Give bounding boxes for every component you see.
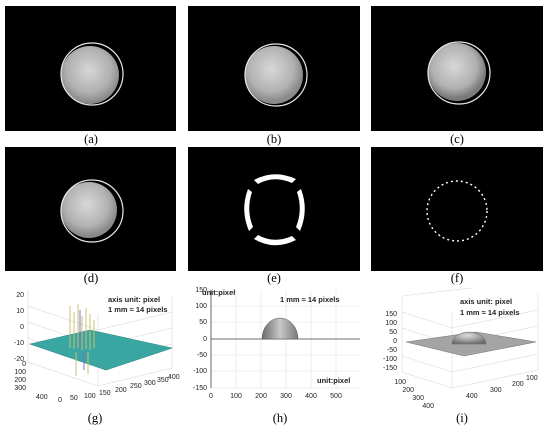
scale-note: 1 mm ≈ 14 pixels bbox=[108, 305, 168, 314]
plot-h: 150 100 50 0 -50 -100 -150 0 100 200 300… bbox=[193, 287, 360, 400]
x-tick: 400 bbox=[466, 393, 478, 400]
y-unit-label: unit:pixel bbox=[202, 288, 235, 297]
x-tick: 400 bbox=[168, 374, 180, 381]
x-tick: 100 bbox=[84, 393, 96, 400]
x-tick: 100 bbox=[230, 393, 242, 400]
axis-unit-note: axis unit: pixel bbox=[460, 297, 512, 306]
sphere-rim bbox=[60, 179, 124, 243]
z-tick: -10 bbox=[14, 340, 24, 347]
image-panel-e bbox=[188, 147, 360, 271]
z-tick: 10 bbox=[16, 308, 24, 315]
y-tick: -50 bbox=[197, 352, 207, 359]
scale-note: 1 mm ≈ 14 pixels bbox=[280, 295, 340, 304]
z-tick: 0 bbox=[393, 338, 397, 345]
image-panel-a bbox=[5, 6, 176, 131]
x-tick: 100 bbox=[526, 375, 538, 382]
sphere-rim bbox=[244, 43, 308, 107]
plot-g: 20 10 0 -10 -20 400 300 200 100 0 0 50 1… bbox=[14, 290, 180, 404]
x-tick: 300 bbox=[144, 380, 156, 387]
y-tick: 100 bbox=[394, 379, 406, 386]
crescent-right bbox=[296, 189, 305, 231]
y-tick: -150 bbox=[193, 385, 207, 392]
dotted-ring bbox=[426, 180, 488, 242]
y-tick: 300 bbox=[14, 385, 26, 392]
y-tick: 400 bbox=[36, 394, 48, 401]
y-tick: 200 bbox=[402, 387, 414, 394]
x-tick: 0 bbox=[209, 393, 213, 400]
sphere bbox=[61, 182, 117, 238]
y-tick: -100 bbox=[193, 368, 207, 375]
label-b: (b) bbox=[266, 132, 282, 146]
sphere bbox=[245, 46, 303, 104]
surface bbox=[28, 329, 174, 371]
x-tick: 400 bbox=[305, 393, 317, 400]
z-tick: 100 bbox=[385, 320, 397, 327]
label-d: (d) bbox=[83, 271, 99, 285]
y-tick: 0 bbox=[203, 336, 207, 343]
x-tick: 200 bbox=[255, 393, 267, 400]
plot-i: 150 100 50 0 -50 -100 -150 100 200 300 4… bbox=[383, 288, 539, 410]
y-tick: 0 bbox=[22, 361, 26, 368]
label-g: (g) bbox=[87, 411, 103, 425]
x-tick: 350 bbox=[157, 377, 169, 384]
dome bbox=[451, 331, 487, 345]
sphere bbox=[428, 43, 486, 101]
scale-note: 1 mm ≈ 14 pixels bbox=[460, 308, 520, 317]
image-panel-b bbox=[188, 6, 360, 131]
x-tick: 50 bbox=[70, 395, 78, 402]
z-tick: 0 bbox=[20, 324, 24, 331]
y-tick: 100 bbox=[195, 303, 207, 310]
dome bbox=[261, 317, 299, 340]
z-tick: -50 bbox=[387, 347, 397, 354]
crescent-top bbox=[254, 174, 296, 184]
y-tick: 200 bbox=[14, 377, 26, 384]
x-tick: 200 bbox=[512, 381, 524, 388]
x-tick: 200 bbox=[115, 387, 127, 394]
sphere-rim bbox=[60, 42, 124, 106]
z-tick: -100 bbox=[383, 356, 397, 363]
x-tick: 300 bbox=[490, 387, 502, 394]
sphere bbox=[61, 46, 119, 104]
edge-crescents bbox=[244, 174, 305, 246]
x-tick: 300 bbox=[280, 393, 292, 400]
image-panel-d bbox=[5, 147, 176, 271]
label-e: (e) bbox=[267, 271, 281, 285]
z-tick: 50 bbox=[389, 329, 397, 336]
y-tick: 50 bbox=[199, 319, 207, 326]
y-tick: 300 bbox=[412, 395, 424, 402]
z-tick: -150 bbox=[383, 365, 397, 372]
image-panel-c bbox=[371, 6, 543, 131]
x-tick: 0 bbox=[58, 397, 62, 404]
x-tick: 250 bbox=[130, 383, 142, 390]
z-tick: -20 bbox=[14, 356, 24, 363]
image-panel-f bbox=[371, 147, 543, 271]
y-tick: 100 bbox=[14, 369, 26, 376]
label-h: (h) bbox=[272, 411, 288, 425]
axis-unit-note: axis unit: pixel bbox=[108, 295, 160, 304]
x-unit-label: unit:pixel bbox=[317, 376, 350, 385]
y-tick: 150 bbox=[195, 287, 207, 294]
x-tick: 500 bbox=[330, 393, 342, 400]
label-a: (a) bbox=[84, 132, 98, 146]
label-c: (c) bbox=[450, 132, 464, 146]
z-tick: 150 bbox=[385, 311, 397, 318]
crescent-left bbox=[244, 189, 253, 231]
crescent-bottom bbox=[254, 235, 296, 246]
sphere-rim bbox=[427, 41, 491, 105]
z-tick: 20 bbox=[16, 292, 24, 299]
y-tick: 400 bbox=[422, 403, 434, 410]
x-tick: 150 bbox=[99, 390, 111, 397]
spikes bbox=[69, 304, 95, 376]
label-f: (f) bbox=[450, 271, 464, 285]
label-i: (i) bbox=[456, 411, 468, 425]
